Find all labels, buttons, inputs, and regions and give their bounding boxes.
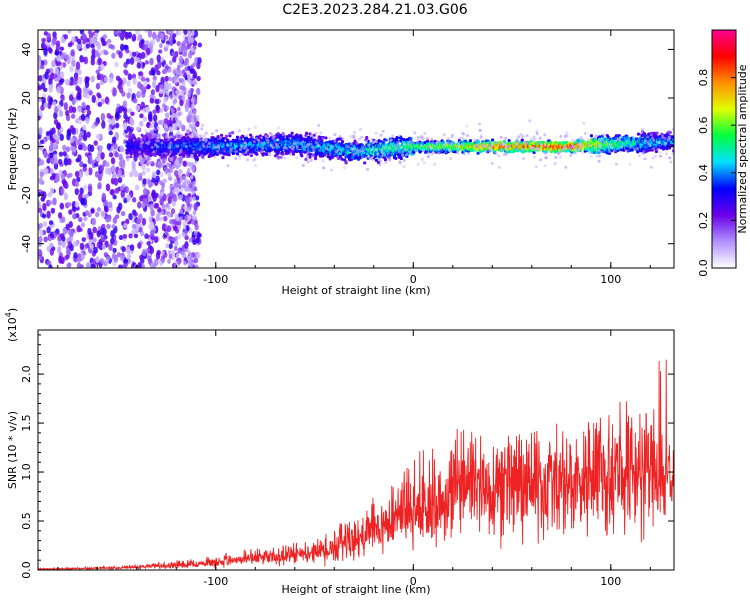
spectrogram-x-axis-label: Height of straight line (km) xyxy=(281,284,430,297)
spectrogram-x-tick-label: 100 xyxy=(600,273,621,286)
spectrogram-frame xyxy=(37,29,675,269)
spectrogram-x-tick-label: -100 xyxy=(203,273,228,286)
spectrogram-y-tick-label: -20 xyxy=(20,186,33,204)
snr-y-tick-label: 0.5 xyxy=(20,512,33,530)
spectrogram-y-axis-label: Frequency (Hz) xyxy=(6,108,19,191)
chart-title: C2E3.2023.284.21.03.G06 xyxy=(282,2,468,18)
snr-y-tick-label: 0.0 xyxy=(20,561,33,579)
colorbar-label: Normalized spectral amplitude xyxy=(736,64,749,233)
snr-x-tick-label: -100 xyxy=(203,575,228,588)
spectrogram-y-tick-label: 0 xyxy=(20,143,33,150)
colorbar-tick-label: 0.8 xyxy=(697,69,710,87)
snr-y-tick-label: 2.0 xyxy=(20,365,33,383)
colorbar-tick-label: 0.2 xyxy=(697,212,710,230)
spectrogram-axes: -100 0 100 -40 -20 0 20 40 xyxy=(20,30,674,286)
snr-series-line xyxy=(38,359,674,570)
spectrogram-y-tick-label: 40 xyxy=(20,42,33,56)
snr-x-tick-label: 100 xyxy=(600,575,621,588)
snr-y-scale-exponent: 4 xyxy=(4,312,13,317)
colorbar-tick-label: 0.4 xyxy=(697,164,710,182)
snr-y-tick-label: 1.0 xyxy=(20,463,33,481)
snr-y-axis-label: SNR (10 * v/v) xyxy=(6,411,19,489)
snr-y-scale-factor: (x104) xyxy=(4,308,19,342)
spectrogram-heatmap xyxy=(38,30,674,268)
colorbar-tick-label: 0.6 xyxy=(697,116,710,134)
snr-frame xyxy=(37,329,675,571)
snr-axes: -100 0 100 0.0 0.5 1.0 1.5 2.0 xyxy=(20,330,674,588)
colorbar xyxy=(711,29,737,269)
colorbar-axis: 0.0 0.2 0.4 0.6 0.8 xyxy=(697,69,736,277)
snr-x-tick-label: 0 xyxy=(410,575,417,588)
spectrogram-x-tick-label: 0 xyxy=(410,273,417,286)
spectrogram-y-tick-label: 20 xyxy=(20,91,33,105)
snr-y-scale-label: (x10 xyxy=(6,317,19,342)
colorbar-tick-label: 0.0 xyxy=(697,259,710,277)
snr-x-axis-label: Height of straight line (km) xyxy=(281,583,430,596)
snr-y-tick-label: 1.5 xyxy=(20,414,33,432)
spectrogram-y-tick-label: -40 xyxy=(20,235,33,253)
